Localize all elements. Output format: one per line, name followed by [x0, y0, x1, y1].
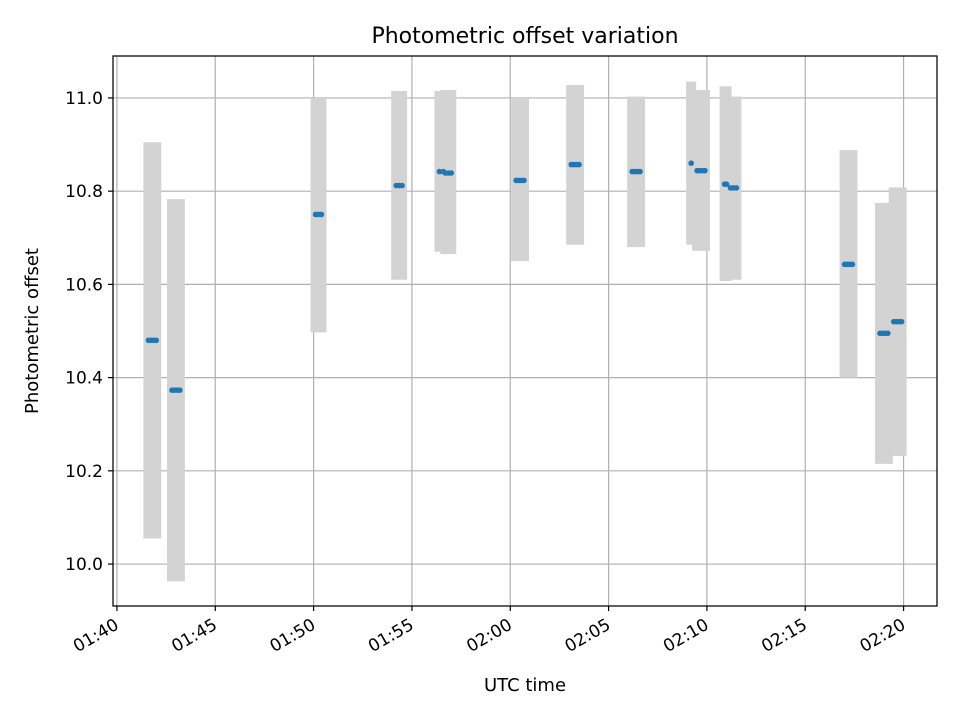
data-point	[153, 337, 160, 344]
data-point	[448, 170, 455, 176]
data-point	[177, 387, 183, 393]
data-point	[723, 181, 730, 187]
data-point	[898, 318, 905, 325]
y-tick-label: 11.0	[65, 89, 103, 109]
data-point	[885, 330, 891, 337]
y-axis-ticks: 10.0 10.2 10.4 10.6 10.8 11.0	[65, 89, 113, 575]
data-point	[318, 211, 325, 218]
y-tick-label: 10.8	[65, 182, 103, 202]
data-point	[637, 168, 643, 175]
y-tick-label: 10.2	[65, 462, 103, 482]
chart-title: Photometric offset variation	[371, 24, 678, 49]
data-point	[688, 160, 694, 167]
y-tick-label: 10.6	[65, 275, 103, 295]
data-point	[436, 168, 443, 175]
data-point	[849, 261, 856, 268]
x-axis-label: UTC time	[484, 675, 566, 696]
data-point	[702, 167, 708, 174]
y-axis-label: Photometric offset	[22, 248, 43, 414]
plot-frame	[112, 55, 938, 607]
data-point	[733, 185, 740, 191]
data-point	[399, 182, 405, 189]
data-point	[576, 161, 582, 168]
y-tick-label: 10.0	[65, 555, 103, 575]
point-layer	[145, 160, 905, 393]
y-tick-label: 10.4	[65, 369, 103, 389]
data-point	[521, 177, 527, 184]
